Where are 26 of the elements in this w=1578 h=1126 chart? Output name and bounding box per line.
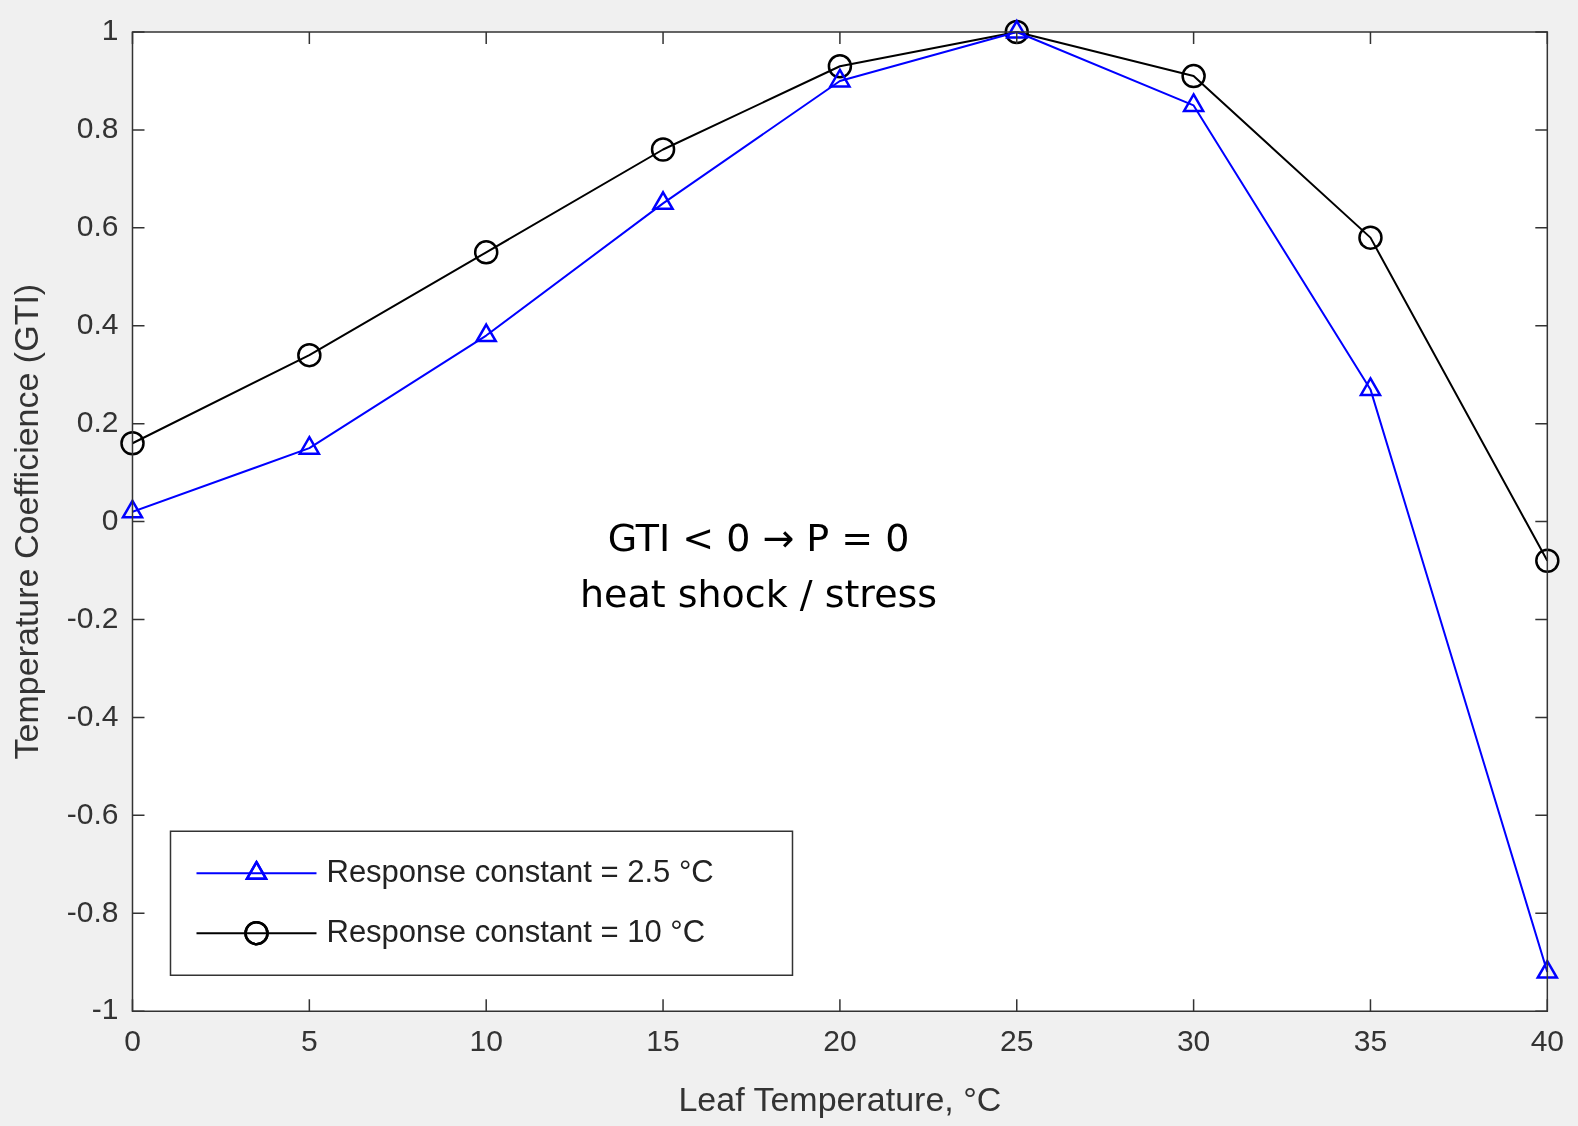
y-tick-label: -1 bbox=[91, 992, 119, 1026]
x-tick-label: 15 bbox=[646, 1024, 680, 1058]
y-tick-label: -0.6 bbox=[66, 796, 119, 830]
legend-label: Response constant = 10 °C bbox=[326, 913, 706, 949]
x-tick-label: 35 bbox=[1353, 1024, 1388, 1058]
y-tick-label: 0.6 bbox=[76, 209, 119, 243]
x-axis-title: Leaf Temperature, °C bbox=[678, 1079, 1002, 1118]
x-tick-label: 40 bbox=[1530, 1024, 1564, 1058]
y-tick-label: 1 bbox=[101, 13, 119, 47]
y-tick-label: -0.8 bbox=[66, 894, 119, 928]
y-tick-label: 0 bbox=[101, 502, 119, 536]
y-tick-label: 0.4 bbox=[76, 307, 119, 341]
legend-label: Response constant = 2.5 °C bbox=[326, 853, 714, 889]
x-tick-label: 20 bbox=[823, 1024, 857, 1058]
annotation: GTI < 0 → P = 0 bbox=[607, 516, 910, 561]
x-tick-label: 0 bbox=[124, 1024, 141, 1058]
y-tick-label: -0.4 bbox=[66, 698, 119, 732]
x-tick-label: 5 bbox=[301, 1024, 318, 1058]
annotation: heat shock / stress bbox=[579, 572, 938, 617]
x-tick-label: 30 bbox=[1176, 1024, 1211, 1058]
x-tick-label: 10 bbox=[469, 1024, 503, 1058]
y-tick-label: 0.8 bbox=[76, 111, 119, 145]
x-tick-label: 25 bbox=[1000, 1024, 1034, 1058]
y-tick-label: -0.2 bbox=[66, 600, 119, 634]
y-tick-label: 0.2 bbox=[76, 404, 119, 438]
y-axis-title: Temperature Coefficience (GTI) bbox=[6, 283, 45, 760]
